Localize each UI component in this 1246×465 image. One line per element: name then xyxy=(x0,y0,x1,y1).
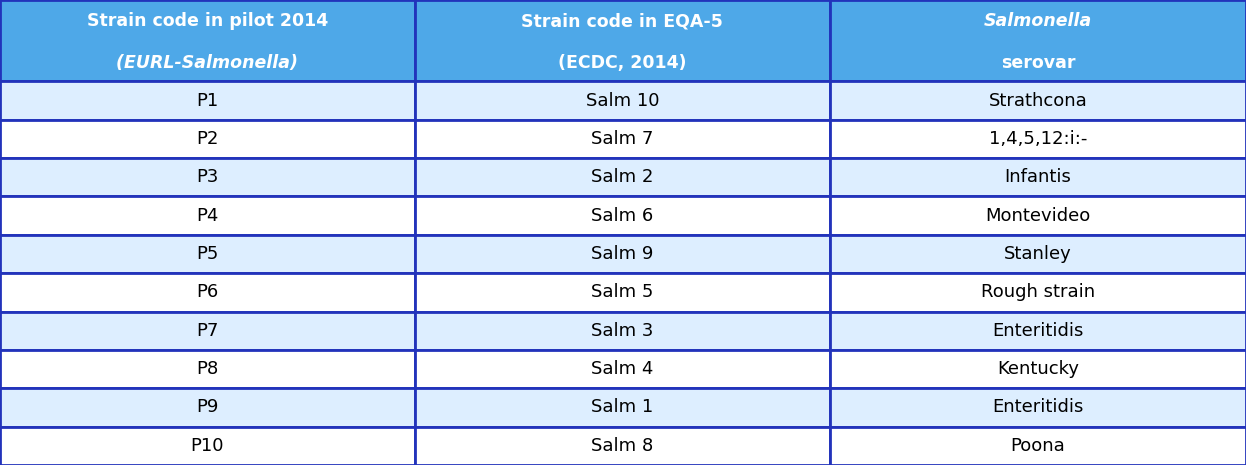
Bar xyxy=(830,273,1246,312)
Text: P6: P6 xyxy=(197,283,218,301)
Text: Salm 7: Salm 7 xyxy=(591,130,654,148)
Bar xyxy=(0,0,415,81)
Bar xyxy=(0,81,415,120)
Text: (EURL-⁠Salmonella⁠): (EURL-⁠Salmonella⁠) xyxy=(116,54,299,72)
Bar xyxy=(415,273,830,312)
Text: P4: P4 xyxy=(197,206,218,225)
Bar xyxy=(415,312,830,350)
Bar xyxy=(830,197,1246,235)
Text: Stanley: Stanley xyxy=(1004,245,1072,263)
Bar xyxy=(830,120,1246,158)
Bar xyxy=(415,427,830,465)
Text: Kentucky: Kentucky xyxy=(997,360,1079,378)
Bar xyxy=(0,350,415,388)
Text: P7: P7 xyxy=(197,322,218,340)
Bar xyxy=(415,350,830,388)
Bar xyxy=(0,427,415,465)
Text: Salm 3: Salm 3 xyxy=(591,322,654,340)
Bar xyxy=(415,0,830,81)
Text: Strain code in pilot 2014: Strain code in pilot 2014 xyxy=(87,12,328,30)
Text: Salm 5: Salm 5 xyxy=(591,283,654,301)
Text: Enteritidis: Enteritidis xyxy=(992,322,1084,340)
Bar xyxy=(0,388,415,427)
Text: Salm 1: Salm 1 xyxy=(592,399,653,417)
Text: Salm 6: Salm 6 xyxy=(592,206,653,225)
Bar xyxy=(415,197,830,235)
Text: P8: P8 xyxy=(197,360,218,378)
Bar xyxy=(830,235,1246,273)
Text: 1,4,5,12:i:-: 1,4,5,12:i:- xyxy=(989,130,1087,148)
Bar xyxy=(0,120,415,158)
Text: Poona: Poona xyxy=(1011,437,1065,455)
Bar xyxy=(0,312,415,350)
Bar xyxy=(415,120,830,158)
Text: Salm 9: Salm 9 xyxy=(591,245,654,263)
Text: P5: P5 xyxy=(197,245,218,263)
Text: Salm 8: Salm 8 xyxy=(592,437,653,455)
Bar xyxy=(0,158,415,197)
Bar xyxy=(830,312,1246,350)
Text: serovar: serovar xyxy=(1001,54,1075,72)
Bar xyxy=(830,81,1246,120)
Text: Salm 4: Salm 4 xyxy=(591,360,654,378)
Text: Infantis: Infantis xyxy=(1004,168,1072,186)
Bar xyxy=(415,158,830,197)
Text: Salm 10: Salm 10 xyxy=(586,92,659,110)
Text: P9: P9 xyxy=(197,399,218,417)
Text: P1: P1 xyxy=(197,92,218,110)
Bar xyxy=(830,427,1246,465)
Bar xyxy=(0,197,415,235)
Text: Salmonella: Salmonella xyxy=(984,12,1091,30)
Text: (ECDC, 2014): (ECDC, 2014) xyxy=(558,54,687,72)
Text: Strathcona: Strathcona xyxy=(988,92,1088,110)
Bar xyxy=(415,235,830,273)
Text: Salm 2: Salm 2 xyxy=(591,168,654,186)
Text: P3: P3 xyxy=(197,168,218,186)
Text: Montevideo: Montevideo xyxy=(986,206,1090,225)
Text: Enteritidis: Enteritidis xyxy=(992,399,1084,417)
Bar xyxy=(415,81,830,120)
Bar xyxy=(0,235,415,273)
Bar xyxy=(830,158,1246,197)
Text: Rough strain: Rough strain xyxy=(981,283,1095,301)
Bar xyxy=(830,350,1246,388)
Bar xyxy=(415,388,830,427)
Text: P2: P2 xyxy=(197,130,218,148)
Bar xyxy=(830,0,1246,81)
Text: P10: P10 xyxy=(191,437,224,455)
Text: Strain code in EQA-5: Strain code in EQA-5 xyxy=(521,12,724,30)
Bar xyxy=(0,273,415,312)
Bar xyxy=(830,388,1246,427)
